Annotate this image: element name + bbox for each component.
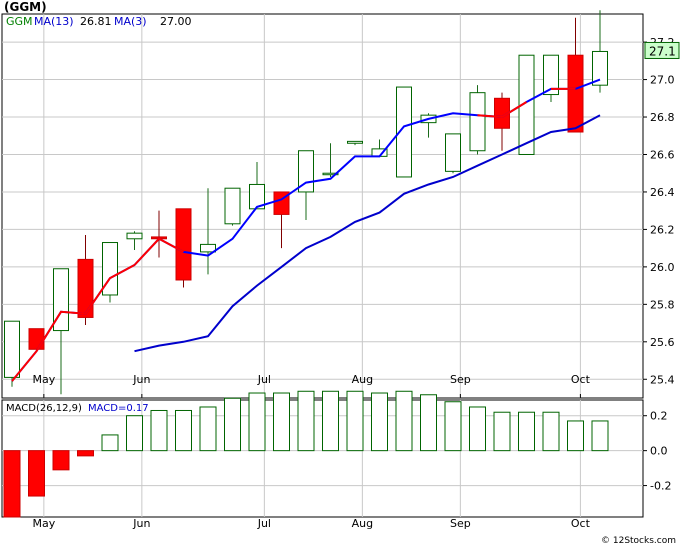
candle-down: [175, 208, 192, 281]
candle-up: [347, 140, 363, 144]
month-label-macd: Jun: [132, 517, 150, 530]
price-tick-label: 26.2: [650, 223, 675, 236]
chart-title: (GGM): [4, 0, 47, 14]
macd-bar-negative: [28, 450, 45, 497]
macd-bar-positive: [346, 390, 364, 452]
macd-bar-positive: [224, 397, 241, 452]
price-badge-box: [644, 41, 680, 59]
candle-up: [4, 320, 20, 378]
price-tick-label: 27.0: [650, 74, 675, 87]
price-tick-label: 26.0: [650, 261, 675, 274]
macd-bar-positive: [371, 392, 388, 452]
price-tick-label: 26.6: [650, 148, 675, 161]
ma3-line-red-segment: [133, 237, 184, 266]
price-tick-label: 25.4: [650, 373, 675, 386]
macd-bar-positive: [199, 406, 217, 452]
macd-tick-label: 0.0: [650, 445, 668, 458]
macd-bar-positive: [420, 394, 437, 452]
candle-up: [224, 187, 241, 225]
legend-item: MA(13): [34, 15, 74, 28]
candle-down: [77, 258, 94, 318]
macd-bar-negative: [3, 450, 21, 518]
candle-up: [445, 133, 461, 172]
price-tick-label: 26.4: [650, 186, 675, 199]
macd-bar-positive: [591, 420, 609, 452]
month-label-macd: Aug: [352, 517, 373, 530]
month-label-price: Jun: [132, 373, 150, 386]
ma3-line-red-segment: [477, 101, 528, 119]
ma3-line-red-segment: [11, 264, 135, 382]
candle-up: [200, 243, 216, 253]
candle-up: [543, 54, 559, 96]
macd-bar-positive: [297, 390, 315, 452]
macd-tick-label: 0.2: [650, 410, 668, 423]
price-tick-label: 25.6: [650, 336, 675, 349]
month-label-macd: May: [32, 517, 55, 530]
macd-bar-positive: [101, 434, 119, 452]
macd-bar-positive: [322, 390, 339, 452]
macd-bar-positive: [444, 401, 462, 452]
macd-bar-positive: [175, 409, 192, 452]
macd-bar-positive: [273, 392, 290, 452]
macd-bar-positive: [518, 411, 535, 452]
macd-bar-positive: [542, 411, 560, 452]
footer-credit: © 12Stocks.com: [601, 536, 676, 546]
macd-bar-positive: [150, 409, 168, 452]
candle-up: [53, 268, 69, 332]
ma13-line: [134, 114, 601, 353]
candle-up: [249, 183, 265, 210]
price-tick-label: 25.8: [650, 298, 675, 311]
month-label-price: May: [32, 373, 55, 386]
macd-legend-value: MACD=0.17: [88, 403, 149, 414]
legend-item: MA(3): [114, 15, 147, 28]
legend-item: 26.81: [80, 15, 112, 28]
macd-bar-positive: [469, 406, 486, 452]
macd-bar-negative: [52, 450, 70, 471]
month-label-macd: Jul: [257, 517, 271, 530]
price-panel-frame: [1, 13, 644, 399]
macd-bar-positive: [248, 392, 266, 452]
macd-bar-negative: [77, 450, 94, 457]
month-label-macd: Oct: [571, 517, 591, 530]
macd-bar-positive: [395, 390, 413, 452]
macd-bar-positive: [126, 415, 143, 452]
candle-up: [592, 50, 608, 86]
price-badge-label: 27.1: [649, 44, 676, 58]
macd-tick-label: -0.2: [650, 480, 671, 493]
legend-item: 27.00: [160, 15, 192, 28]
month-label-price: Sep: [450, 373, 471, 386]
candle-down: [567, 54, 584, 133]
candle-up: [322, 172, 339, 176]
candle-up: [518, 54, 535, 155]
month-label-macd: Sep: [450, 517, 471, 530]
candle-up: [126, 232, 143, 240]
macd-legend-label: MACD(26,12,9): [6, 403, 82, 414]
candle-up: [396, 86, 412, 178]
price-tick-label: 26.8: [650, 111, 675, 124]
macd-bar-positive: [567, 420, 584, 452]
month-label-price: Oct: [571, 373, 591, 386]
month-label-price: Jul: [257, 373, 271, 386]
legend-item: GGM: [6, 15, 33, 28]
macd-bar-positive: [493, 411, 511, 452]
month-label-price: Aug: [352, 373, 373, 386]
candle-up: [469, 92, 486, 152]
candle-down: [28, 328, 45, 350]
